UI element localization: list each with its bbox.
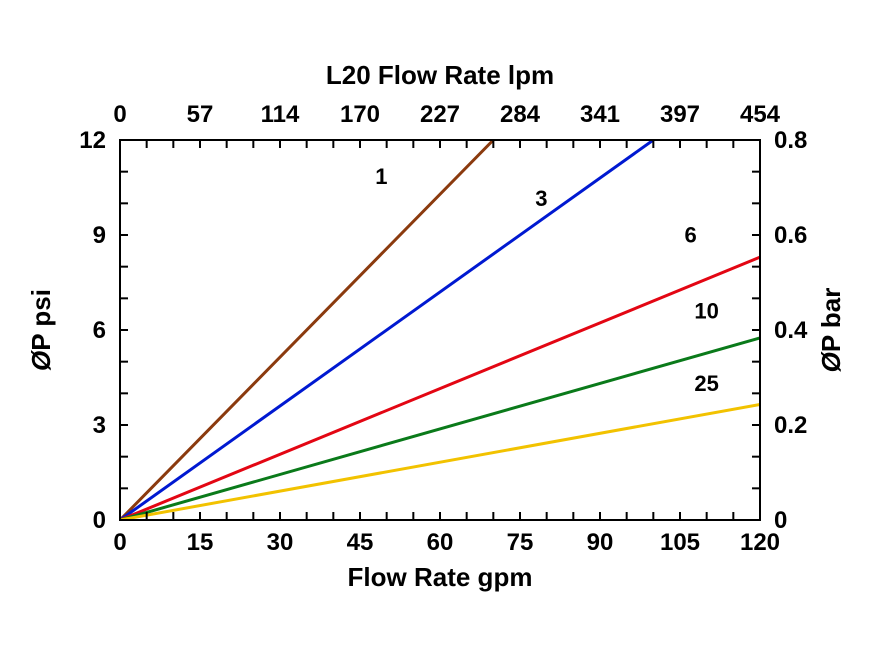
series-label: 25 bbox=[694, 371, 718, 396]
y-right-label: ØP bar bbox=[816, 288, 846, 373]
x-top-tick-label: 227 bbox=[420, 101, 460, 128]
x-top-tick-label: 341 bbox=[580, 101, 620, 128]
x-bottom-tick-label: 30 bbox=[267, 529, 294, 556]
x-top-tick-label: 57 bbox=[187, 101, 214, 128]
bottom-title: Flow Rate gpm bbox=[348, 562, 533, 592]
x-bottom-tick-label: 15 bbox=[187, 529, 214, 556]
y-right-tick-label: 0.8 bbox=[774, 127, 807, 154]
y-right-tick-label: 0.4 bbox=[774, 317, 808, 344]
x-bottom-tick-label: 0 bbox=[113, 529, 126, 556]
series-label: 6 bbox=[685, 222, 697, 247]
y-right-tick-label: 0.6 bbox=[774, 222, 807, 249]
x-top-tick-label: 454 bbox=[740, 101, 781, 128]
y-left-tick-label: 0 bbox=[93, 507, 106, 534]
y-left-label: ØP psi bbox=[26, 289, 56, 371]
x-top-tick-label: 0 bbox=[113, 101, 126, 128]
x-top-tick-label: 114 bbox=[261, 101, 300, 128]
y-right-tick-label: 0.2 bbox=[774, 412, 807, 439]
top-title: L20 Flow Rate lpm bbox=[326, 60, 554, 90]
series-label: 1 bbox=[375, 164, 387, 189]
y-left-tick-label: 3 bbox=[93, 412, 106, 439]
pressure-flow-chart: 1361025015304560759010512005711417022728… bbox=[0, 0, 878, 646]
x-top-tick-label: 284 bbox=[500, 101, 541, 128]
series-label: 3 bbox=[535, 186, 547, 211]
x-bottom-tick-label: 90 bbox=[587, 529, 614, 556]
x-bottom-tick-label: 75 bbox=[507, 529, 534, 556]
y-left-tick-label: 12 bbox=[79, 127, 106, 154]
x-bottom-tick-label: 105 bbox=[660, 529, 700, 556]
series-label: 10 bbox=[694, 298, 718, 323]
chart-svg: 1361025015304560759010512005711417022728… bbox=[0, 0, 878, 646]
x-top-tick-label: 397 bbox=[660, 101, 700, 128]
x-bottom-tick-label: 45 bbox=[347, 529, 374, 556]
y-right-tick-label: 0 bbox=[774, 507, 787, 534]
x-bottom-tick-label: 60 bbox=[427, 529, 454, 556]
y-left-tick-label: 9 bbox=[93, 222, 106, 249]
y-left-tick-label: 6 bbox=[93, 317, 106, 344]
x-top-tick-label: 170 bbox=[340, 101, 380, 128]
